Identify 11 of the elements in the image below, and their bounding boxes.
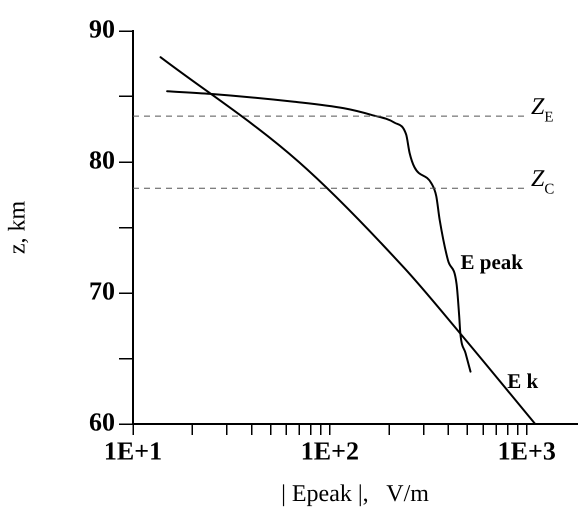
- x-tick-label: 1E+1: [104, 436, 162, 466]
- y-tick-label: 70: [89, 276, 115, 306]
- x-tick-label: 1E+2: [300, 436, 359, 466]
- y-tick-label: 60: [89, 408, 115, 437]
- y-tick-label: 80: [89, 146, 115, 175]
- y-axis-title: z, km: [4, 200, 31, 254]
- series-label: E peak: [460, 250, 524, 274]
- series-label: E k: [507, 369, 538, 393]
- x-tick-label: 1E+3: [498, 436, 556, 466]
- y-tick-label: 90: [89, 14, 115, 44]
- x-axis-title: | Epeak |, V/m: [281, 480, 430, 507]
